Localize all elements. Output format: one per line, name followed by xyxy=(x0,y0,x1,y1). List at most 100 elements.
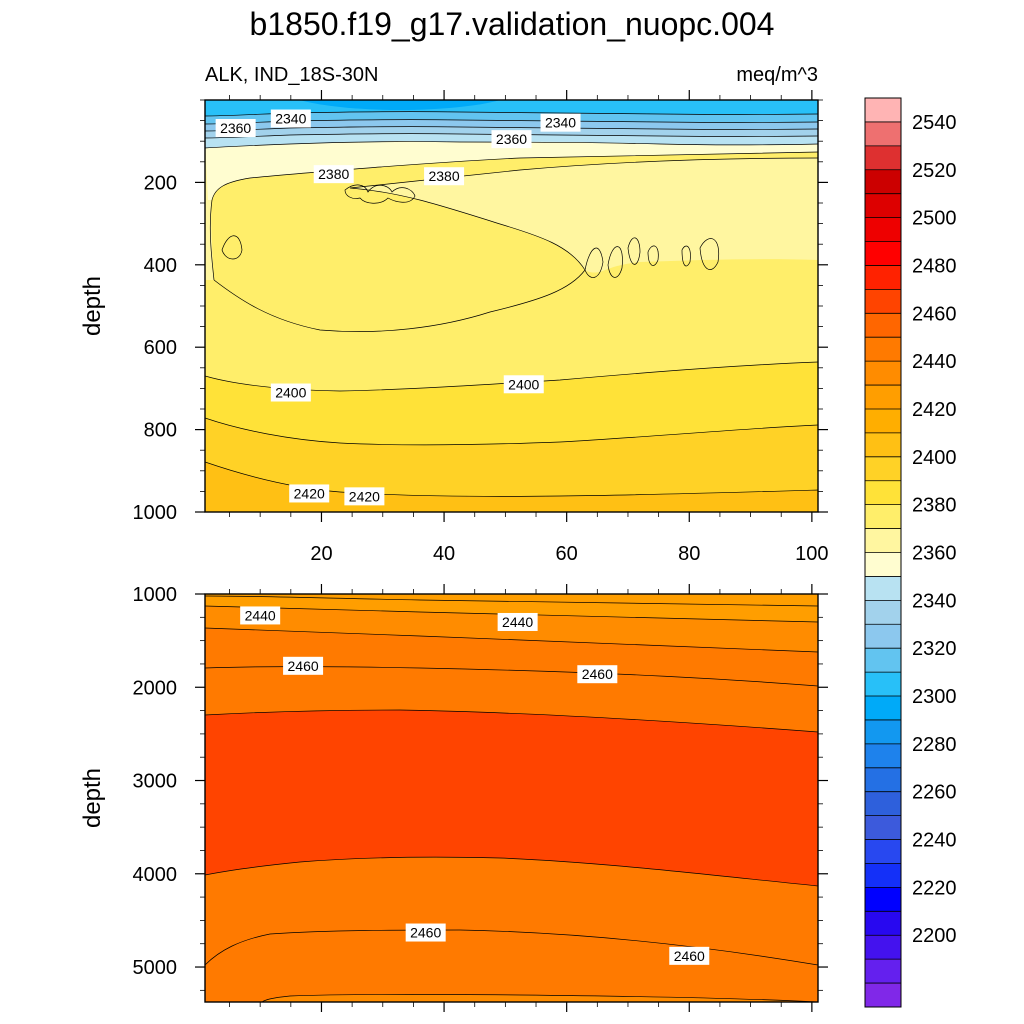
units-label: meq/m^3 xyxy=(736,64,818,86)
contour-label-text: 2380 xyxy=(318,166,349,182)
contour-label-text: 2460 xyxy=(582,666,613,682)
colorbar-swatch-15 xyxy=(865,456,901,482)
contour-label-box xyxy=(491,130,532,149)
x-tick-label-2: 60 xyxy=(556,543,578,565)
upper-y-axis-label: depth xyxy=(79,276,106,336)
colorbar-swatch-33 xyxy=(865,887,901,912)
contour-label-box xyxy=(240,606,281,625)
contour-label-text: 2380 xyxy=(428,168,459,184)
x-tick-label-1: 40 xyxy=(433,543,455,565)
y-tick-label-0-3: 800 xyxy=(144,420,177,442)
contour-2470-bottom xyxy=(205,856,818,887)
upper-panel: 200 400 600 800 1000 20 40 60 80 100 2360 2340 2380… xyxy=(79,90,829,565)
colorbar-label-13: 2280 xyxy=(912,734,957,756)
colorbar-swatch-34 xyxy=(865,911,901,936)
chart-title: b1850.f19_g17.validation_nuopc.004 xyxy=(250,6,775,42)
colorbar-swatch-8 xyxy=(865,289,901,314)
contour-label-box xyxy=(540,113,581,132)
contour-2390-cell-f xyxy=(681,245,691,267)
contour-label-0-4: 2360 xyxy=(491,130,532,149)
contour-label-1-3: 2460 xyxy=(577,665,618,684)
contour-label-1-5: 2460 xyxy=(669,946,710,965)
colorbar-label-17: 2200 xyxy=(912,925,957,947)
contour-label-0-8: 2420 xyxy=(289,484,330,503)
colorbar-swatch-11 xyxy=(865,361,901,386)
x-tick-label-0: 20 xyxy=(310,543,332,565)
colorbar-swatch-5 xyxy=(865,217,901,242)
colorbar-swatch-12 xyxy=(865,385,901,410)
contour-2470-top xyxy=(205,709,818,733)
contour-label-0-9: 2420 xyxy=(344,487,385,506)
contour-label-box xyxy=(669,946,710,965)
contour-label-box xyxy=(344,487,385,506)
contour-2360-upper xyxy=(205,133,818,139)
colorbar-swatch-22 xyxy=(865,624,901,649)
colorbar-label-16: 2220 xyxy=(912,877,957,899)
colorbar-label-3: 2480 xyxy=(912,255,957,277)
colorbar-label-0: 2540 xyxy=(912,112,957,134)
contour-label-box xyxy=(270,109,311,128)
colorbar-label-7: 2400 xyxy=(912,447,957,469)
fill-band-2310-2320 xyxy=(300,100,500,110)
contour-label-0-1: 2340 xyxy=(270,109,311,128)
contour-label-box xyxy=(313,165,354,184)
contour-label-text: 2460 xyxy=(288,658,319,674)
colorbar-swatch-35 xyxy=(865,935,901,960)
colorbar-label-4: 2460 xyxy=(912,303,957,325)
fill-band-2470-2480-core xyxy=(205,710,818,886)
colorbar-swatch-25 xyxy=(865,696,901,721)
contour-label-0-3: 2380 xyxy=(424,167,465,186)
colorbar-swatch-20 xyxy=(865,576,901,601)
contour-label-box xyxy=(215,119,256,138)
y-tick-label-0-4: 1000 xyxy=(133,502,178,524)
y-tick-label-0-2: 600 xyxy=(144,337,177,359)
colorbar-swatch-21 xyxy=(865,600,901,625)
contour-label-text: 2460 xyxy=(674,948,705,964)
contour-2390-cell-g xyxy=(699,238,720,270)
colorbar-swatch-24 xyxy=(865,672,901,697)
contour-2450-deep xyxy=(261,993,818,1002)
upper-axis-ticks: 200 400 600 800 1000 20 40 60 80 100 xyxy=(133,90,829,565)
y-tick-label-0-1: 400 xyxy=(144,255,177,277)
colorbar-swatch-30 xyxy=(865,815,901,840)
colorbar-swatch-4 xyxy=(865,193,901,219)
colorbar-label-2: 2500 xyxy=(912,208,957,230)
contour-2390-cell-e xyxy=(647,245,659,266)
contour-label-box xyxy=(283,656,324,675)
contour-label-0-5: 2340 xyxy=(540,113,581,132)
contour-label-0-0: 2360 xyxy=(215,119,256,138)
contour-label-1-0: 2440 xyxy=(240,606,281,625)
colorbar-label-9: 2360 xyxy=(912,543,957,565)
colorbar-label-12: 2300 xyxy=(912,686,957,708)
contour-label-text: 2360 xyxy=(220,120,251,136)
y-tick-label-0-0: 200 xyxy=(144,172,177,194)
contour-2370-upper xyxy=(205,141,818,149)
contour-label-0-6: 2400 xyxy=(270,383,311,402)
contour-label-1-1: 2440 xyxy=(497,612,538,631)
colorbar-swatch-32 xyxy=(865,863,901,888)
contour-label-0-7: 2400 xyxy=(503,375,544,394)
fill-band-2460-2470 xyxy=(205,628,818,686)
contour-2390-upper xyxy=(213,157,818,332)
contour-2400-blob-row xyxy=(344,184,416,204)
colorbar-swatch-7 xyxy=(865,265,901,290)
colorbar-swatch-10 xyxy=(865,337,901,362)
colorbar-swatch-23 xyxy=(865,648,901,673)
colorbar-swatch-27 xyxy=(865,743,901,769)
y-tick-label-1-1: 2000 xyxy=(133,677,178,699)
contour-2460-lower-a xyxy=(205,666,818,687)
colorbar-swatch-19 xyxy=(865,552,901,577)
upper-contour-fills xyxy=(205,100,818,512)
contour-2410-upper xyxy=(205,417,818,446)
contour-label-box xyxy=(424,167,465,186)
lower-y-axis-label: depth xyxy=(79,768,106,828)
contour-label-box xyxy=(289,484,330,503)
upper-contour-labels: 2360 2340 2380 2380 2360 2340 2400 2400 2420 2420 xyxy=(215,109,581,506)
contour-2380-upper xyxy=(211,151,818,201)
contour-label-text: 2460 xyxy=(410,925,441,941)
contour-2380-left-wall xyxy=(209,199,215,281)
colorbar-label-11: 2320 xyxy=(912,638,957,660)
contour-2390-cell-b xyxy=(584,247,604,278)
contour-label-text: 2440 xyxy=(502,614,533,630)
